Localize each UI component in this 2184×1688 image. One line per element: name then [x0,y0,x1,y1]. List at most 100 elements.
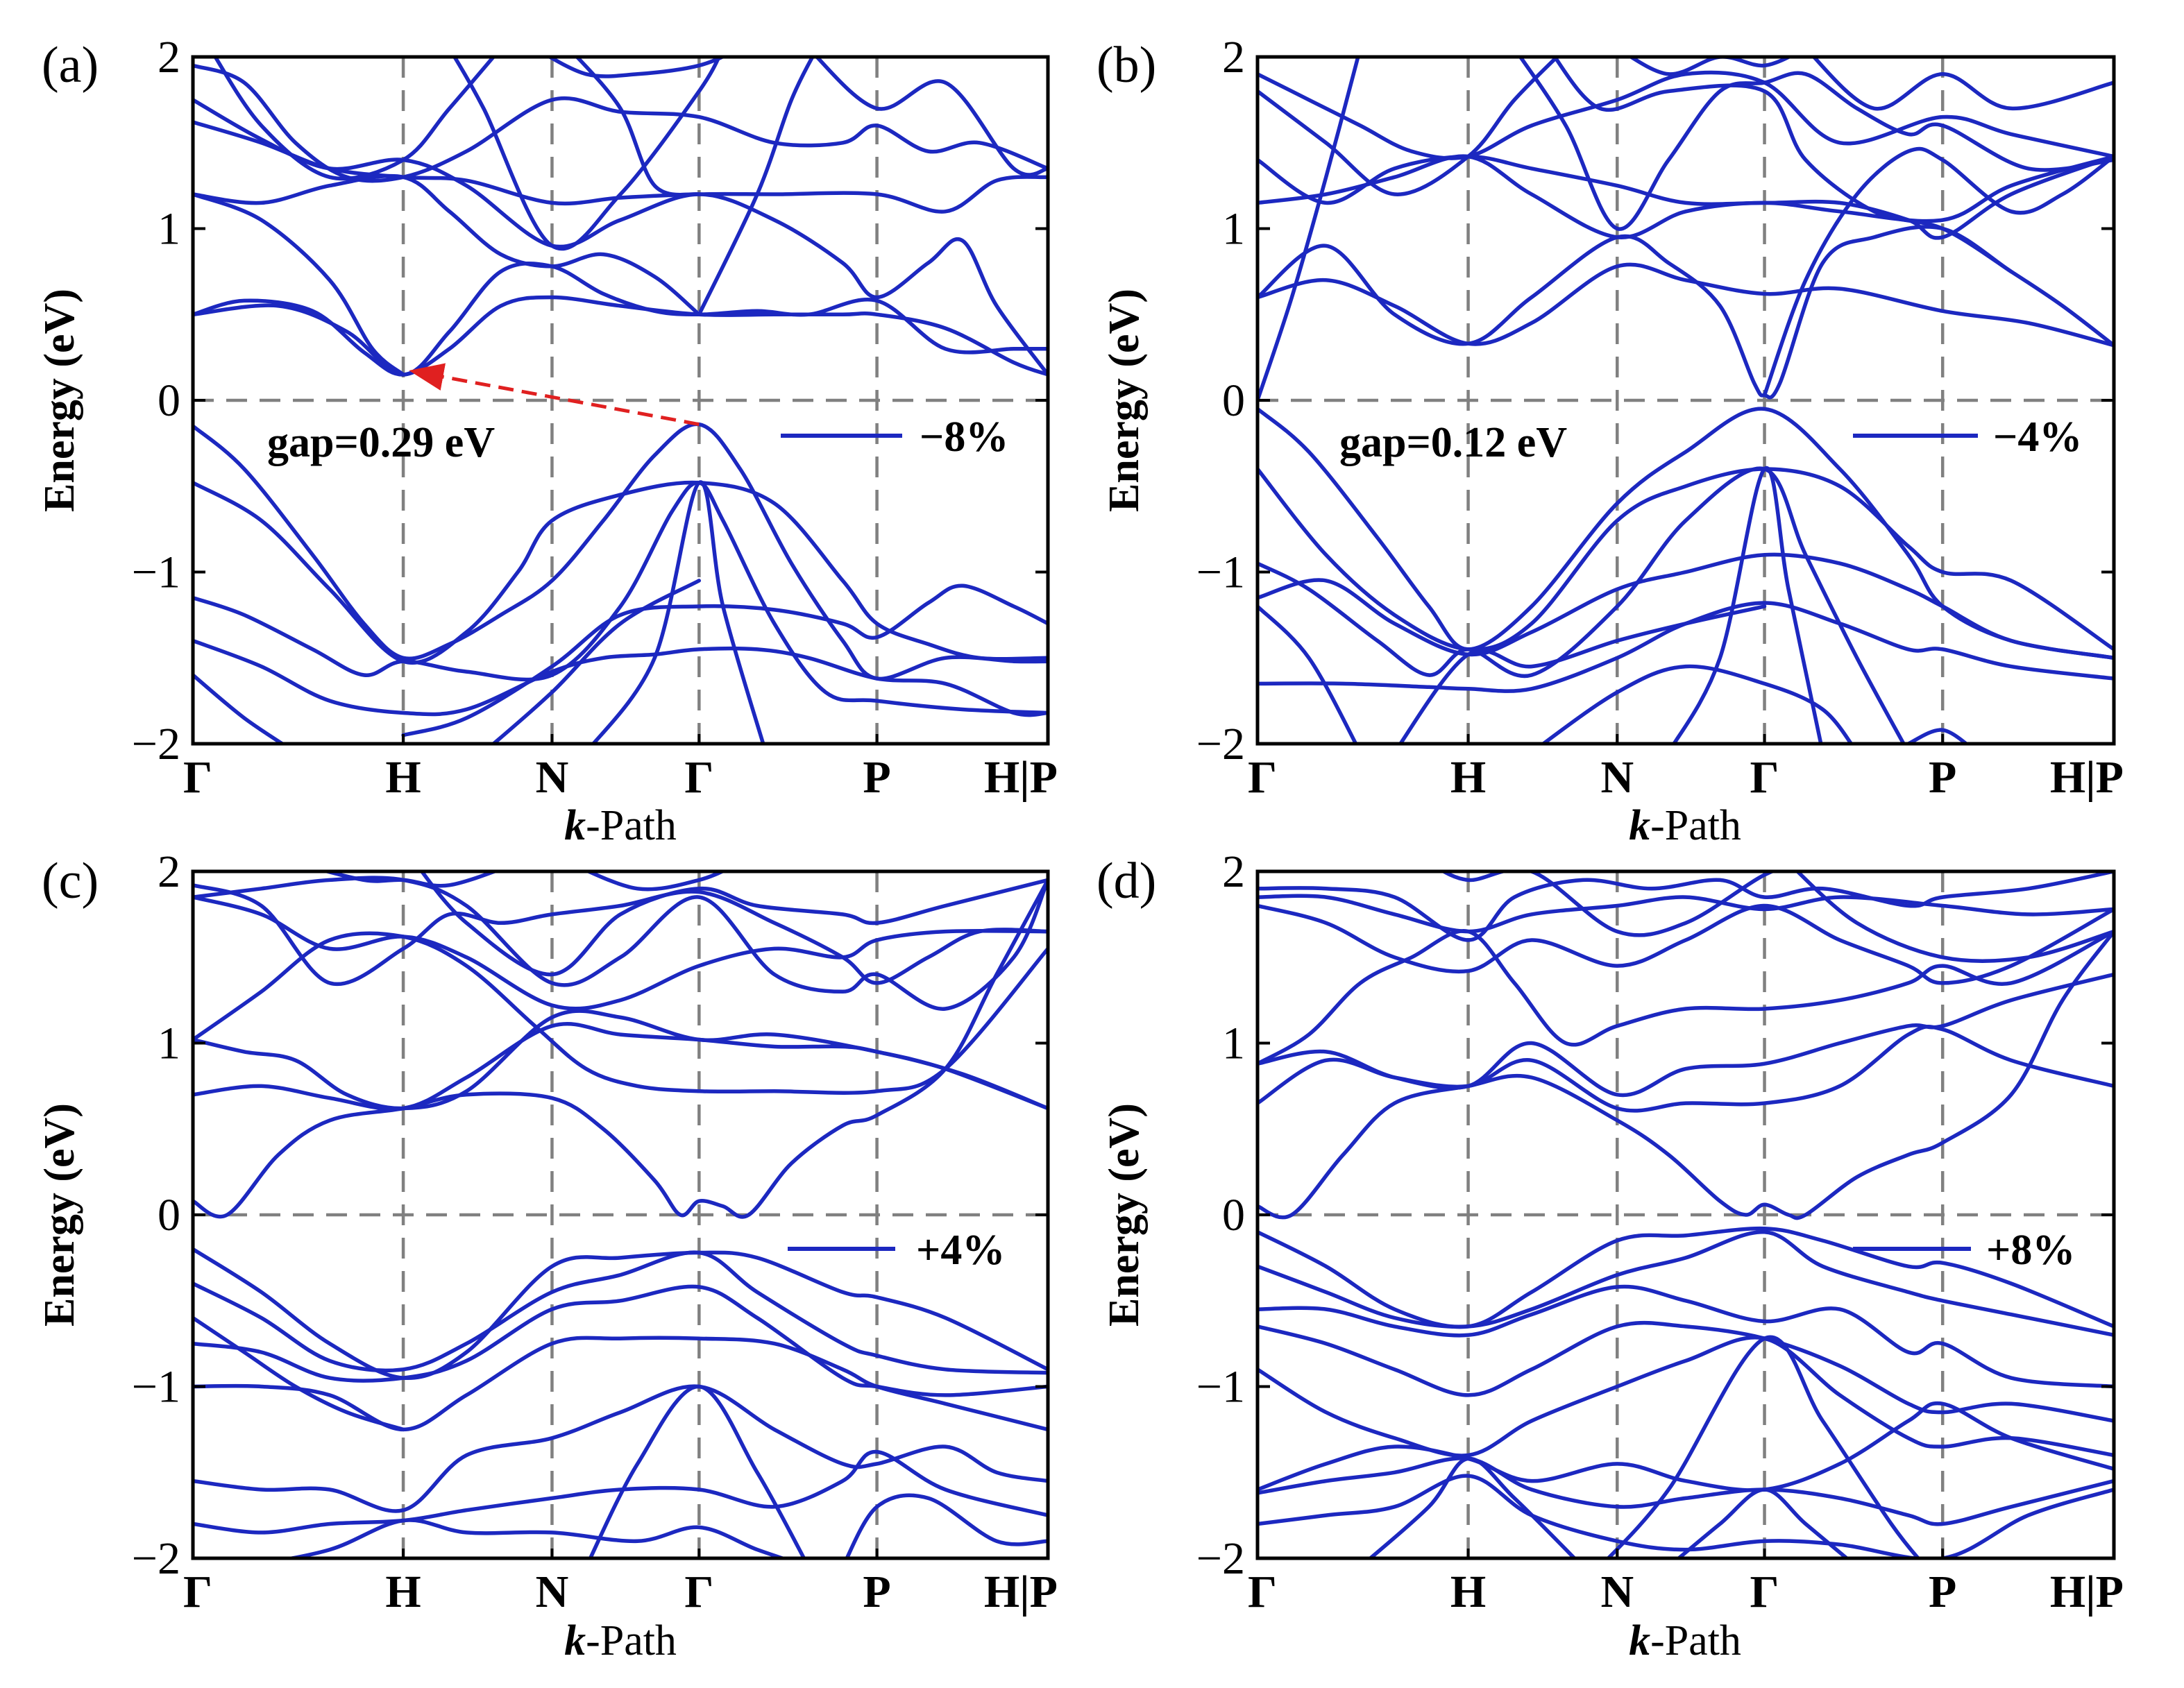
band-line [1258,154,2114,240]
band-line [1439,871,1778,937]
band-line [1258,929,2114,1066]
kpoint-label: H|P [2050,752,2124,803]
ytick-label: 2 [158,32,180,83]
y-axis-title: Energy (eV) [36,1103,83,1327]
kpoint-label: N [536,752,569,803]
kpoint-label: Γ [684,1567,713,1617]
legend-label: +8% [1986,1227,2075,1274]
x-axis-title: k-Path [1629,1617,1741,1664]
band-line [193,931,1048,1095]
legend-label: −8% [920,414,1008,461]
ticks [192,56,1049,745]
band-line [1258,1284,2114,1389]
band-line [1258,262,2114,348]
kpoint-label: Γ [183,1567,212,1617]
ytick-label: 2 [1222,846,1245,897]
kpoint-label: Γ [183,752,212,803]
ytick-label: 0 [158,375,180,426]
ytick-label: 2 [158,846,180,897]
band-line [1258,929,2114,1220]
kpoint-label: P [863,752,890,803]
ytick-label: 0 [1222,375,1245,426]
band-line [1258,57,1560,196]
x-axis-title-rest: -Path [1650,1617,1741,1664]
band-line [1258,70,2114,160]
kpoint-label: N [536,1567,569,1617]
band-line [1258,154,2114,239]
x-axis-title-rest: -Path [586,802,677,849]
band-line [452,57,722,251]
band-line [545,57,727,78]
band-line [1540,664,1854,744]
ytick-labels: −2 −1 0 1 2 [132,846,180,1584]
y-axis-title: Energy (eV) [36,289,83,512]
band-line [193,883,1048,987]
kpoint-label: N [1600,1567,1634,1617]
band-line [1552,57,2013,274]
band-line [1398,604,1767,744]
ytick-label: 2 [1222,32,1245,83]
x-axis-title: k-Path [1629,802,1741,849]
band-line [193,1022,1048,1111]
ytick-labels: −2 −1 0 1 2 [1196,32,1245,769]
kpoint-label: H|P [2050,1567,2124,1617]
kpoint-label: P [863,1567,890,1617]
band-line [1518,57,2114,231]
band-line [1258,1230,2114,1338]
band-line [1258,903,2114,985]
band-line [1258,552,2114,660]
band-line [1258,57,1360,402]
band-line [193,480,1048,715]
kpoint-label: H [385,752,421,803]
x-axis-title-k: k [564,802,586,849]
band-line [1258,1474,2114,1558]
ticks [1256,56,2115,745]
band-line [1258,871,2114,942]
panel-label: (b) [1097,37,1156,94]
band-line [1367,1456,1577,1558]
x-axis-title-rest: -Path [1650,802,1741,849]
band-line [697,57,815,317]
panel-label: (c) [42,853,99,910]
band-line [1258,1336,2114,1458]
kpoint-labels: Γ H N Γ P H|P [183,1567,1058,1617]
band-line [193,1384,1048,1513]
band-line [193,895,1048,1011]
bands [193,871,1048,1558]
x-axis-title-rest: -Path [586,1617,677,1664]
ytick-label: −2 [1196,719,1245,769]
legend-label: +4% [916,1227,1005,1274]
x-axis-title-k: k [1629,802,1650,849]
band-line [193,295,1048,377]
band-line [193,173,702,317]
gap-arrow [409,363,700,427]
band-line [193,261,1048,377]
kpoint-label: Γ [684,752,713,803]
kpoint-label: H|P [984,752,1058,803]
kpoint-label: H [1450,752,1486,803]
band-line [591,480,765,744]
band-line [1258,1456,2114,1526]
band-line [1795,871,2114,963]
band-line [1762,146,2114,398]
band-line [490,579,702,744]
kpoint-labels: Γ H N Γ P H|P [1248,752,2124,803]
x-axis-title: k-Path [564,1617,677,1664]
band-line [584,871,727,892]
ytick-label: 0 [158,1190,180,1241]
band-line [814,57,1048,177]
band-line [193,673,286,744]
ytick-label: −1 [1196,1362,1245,1413]
ytick-label: −1 [132,547,180,598]
y-axis-title: Energy (eV) [1101,289,1148,512]
kpoint-labels: Γ H N Γ P H|P [183,752,1058,803]
kpoint-label: Γ [1750,1567,1779,1617]
band-line [401,583,1048,738]
ytick-label: −1 [132,1362,180,1413]
y-axis-title: Energy (eV) [1101,1103,1148,1327]
bands [193,57,1048,744]
x-axis-title: k-Path [564,802,677,849]
ytick-label: −2 [132,719,180,769]
